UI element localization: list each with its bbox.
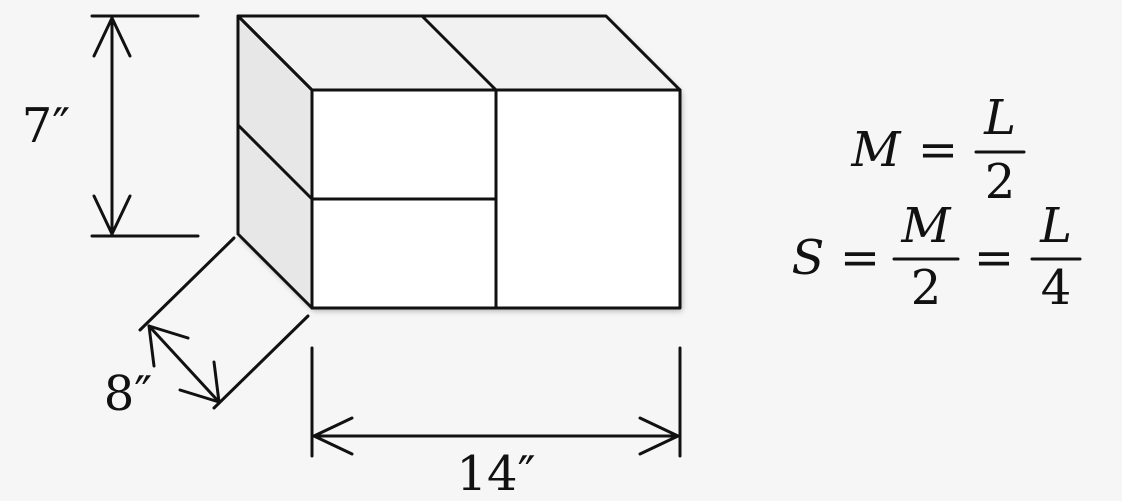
depth-arrow-line — [147, 324, 221, 404]
width-arrowhead-left — [312, 416, 354, 456]
top-diagonal-divider — [420, 14, 498, 92]
height-label: 7″ — [22, 98, 70, 154]
depth-dimension: 8″ — [104, 236, 310, 422]
height-dimension: 7″ — [22, 14, 200, 238]
eq2-equals-2: = — [974, 230, 1014, 286]
eq2-lhs: S — [792, 230, 825, 286]
depth-ext-front — [212, 314, 310, 410]
depth-arrowhead-front — [178, 360, 221, 404]
depth-ext-back — [138, 236, 236, 332]
height-arrowhead-top — [92, 16, 132, 58]
equation-s: S = M 2 = L 4 — [792, 198, 1082, 316]
eq1-numerator: L — [983, 90, 1016, 146]
width-dimension: 14″ — [310, 346, 682, 501]
eq1-equals: = — [918, 122, 958, 178]
eq2-numerator-2: L — [1039, 198, 1072, 254]
height-arrowhead-bottom — [92, 194, 132, 236]
eq2-numerator-1: M — [900, 198, 952, 254]
box-drawing — [236, 14, 682, 310]
depth-label: 8″ — [104, 366, 152, 422]
eq1-lhs: M — [850, 122, 902, 178]
eq2-denominator-1: 2 — [911, 260, 942, 316]
equation-m: M = L 2 — [850, 90, 1026, 210]
width-label: 14″ — [456, 446, 535, 501]
depth-arrowhead-back — [147, 324, 190, 368]
width-arrowhead-right — [638, 416, 680, 456]
eq2-equals-1: = — [840, 230, 880, 286]
eq2-denominator-2: 4 — [1041, 260, 1072, 316]
side-diagonal-divider — [236, 123, 314, 201]
eq1-denominator: 2 — [985, 154, 1016, 210]
